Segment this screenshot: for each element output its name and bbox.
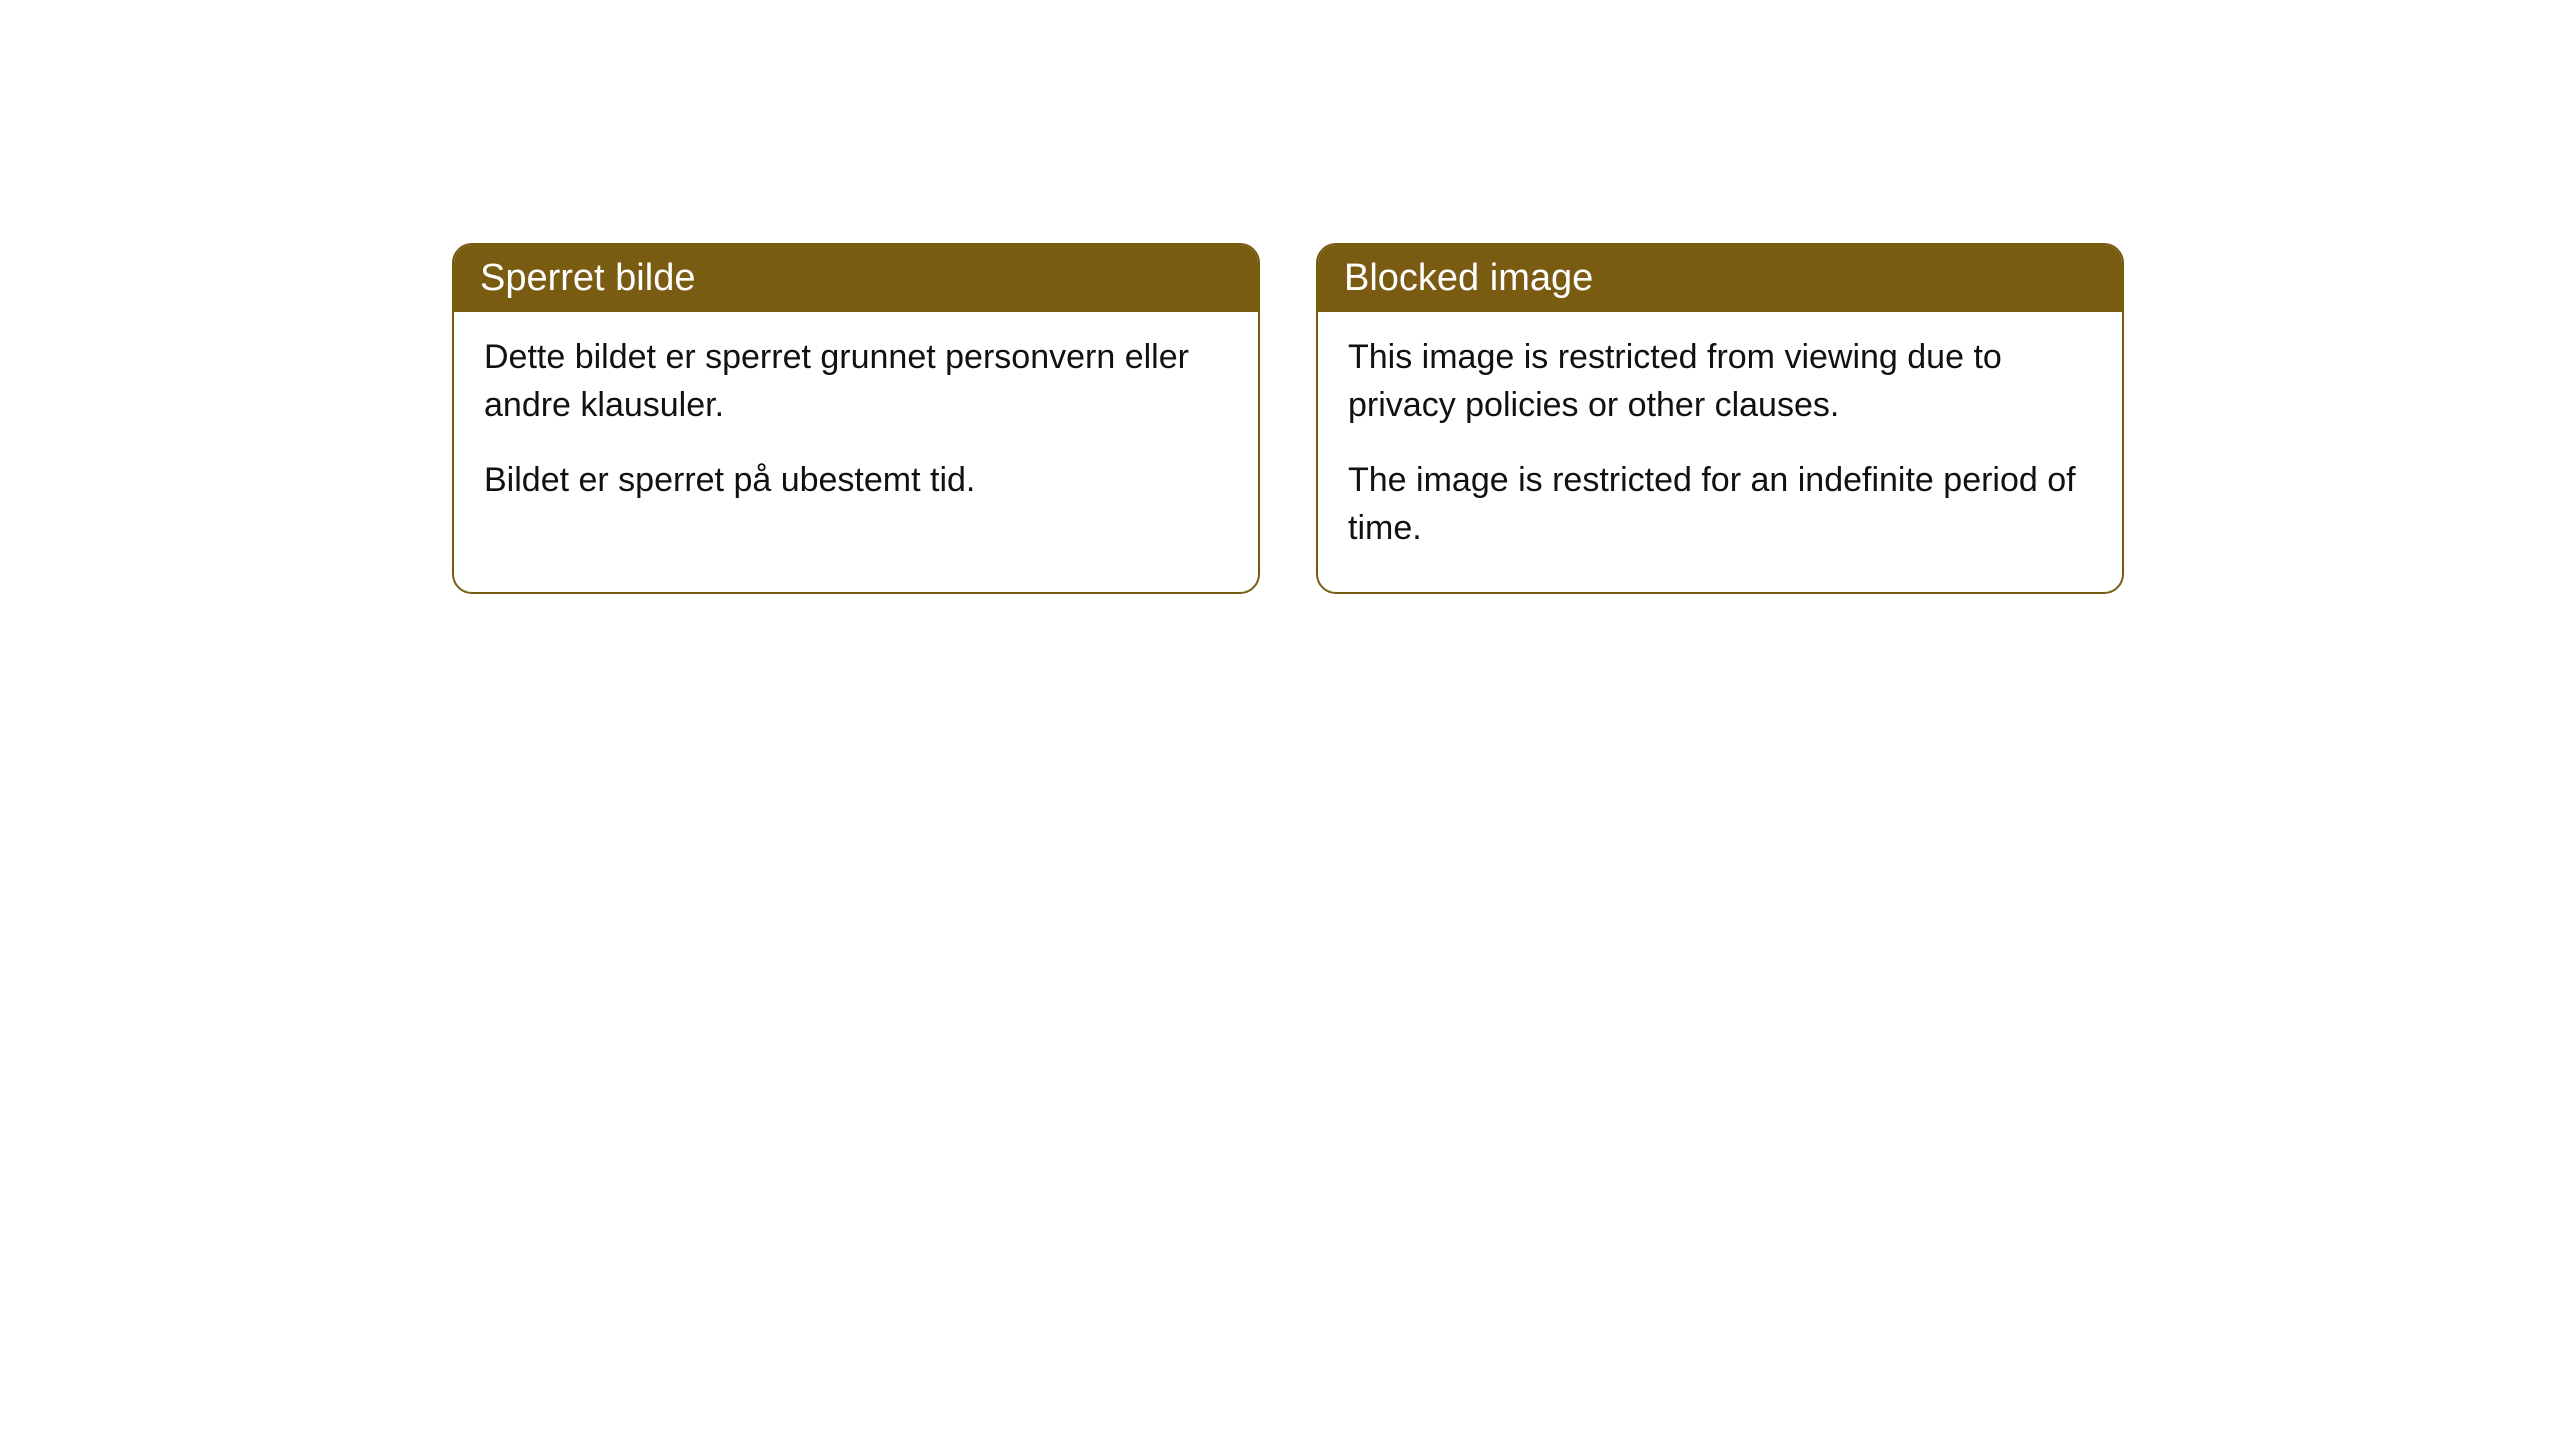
card-body: This image is restricted from viewing du… — [1318, 312, 2122, 592]
notice-card-english: Blocked image This image is restricted f… — [1316, 243, 2124, 594]
card-title: Sperret bilde — [480, 257, 695, 299]
card-title: Blocked image — [1344, 257, 1593, 299]
notice-card-norwegian: Sperret bilde Dette bildet er sperret gr… — [452, 243, 1260, 594]
card-paragraph: This image is restricted from viewing du… — [1348, 334, 2092, 429]
card-paragraph: Dette bildet er sperret grunnet personve… — [484, 334, 1228, 429]
card-header: Sperret bilde — [454, 245, 1258, 312]
card-paragraph: Bildet er sperret på ubestemt tid. — [484, 457, 1228, 505]
card-header: Blocked image — [1318, 245, 2122, 312]
notice-container: Sperret bilde Dette bildet er sperret gr… — [452, 243, 2124, 594]
card-paragraph: The image is restricted for an indefinit… — [1348, 457, 2092, 552]
card-body: Dette bildet er sperret grunnet personve… — [454, 312, 1258, 545]
